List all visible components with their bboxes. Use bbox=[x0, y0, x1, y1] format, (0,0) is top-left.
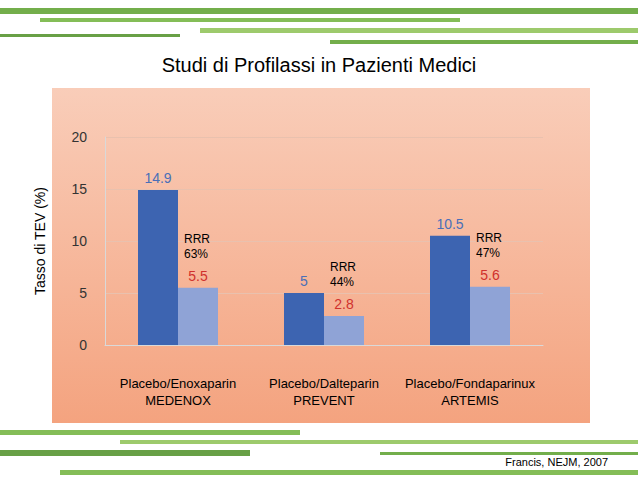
svg-text:RRR: RRR bbox=[184, 232, 210, 246]
svg-text:10: 10 bbox=[71, 233, 87, 249]
svg-text:20: 20 bbox=[71, 129, 87, 145]
svg-text:Francis, NEJM, 2007: Francis, NEJM, 2007 bbox=[505, 456, 608, 468]
svg-text:Tasso di TEV (%): Tasso di TEV (%) bbox=[32, 187, 48, 295]
svg-text:MEDENOX: MEDENOX bbox=[145, 393, 211, 408]
svg-text:Placebo/Enoxaparin: Placebo/Enoxaparin bbox=[120, 376, 236, 391]
svg-text:15: 15 bbox=[71, 181, 87, 197]
svg-text:5: 5 bbox=[79, 285, 87, 301]
svg-text:2.8: 2.8 bbox=[334, 296, 354, 312]
svg-text:14.9: 14.9 bbox=[144, 170, 171, 186]
svg-text:44%: 44% bbox=[330, 275, 354, 289]
svg-text:ARTEMIS: ARTEMIS bbox=[441, 393, 499, 408]
svg-text:RRR: RRR bbox=[476, 231, 502, 245]
svg-text:5.6: 5.6 bbox=[480, 267, 500, 283]
svg-text:5: 5 bbox=[300, 273, 308, 289]
svg-text:5.5: 5.5 bbox=[188, 268, 208, 284]
svg-text:0: 0 bbox=[79, 337, 87, 353]
svg-text:63%: 63% bbox=[184, 247, 208, 261]
svg-text:10.5: 10.5 bbox=[436, 216, 463, 232]
svg-text:PREVENT: PREVENT bbox=[293, 393, 354, 408]
svg-text:47%: 47% bbox=[476, 246, 500, 260]
svg-text:RRR: RRR bbox=[330, 260, 356, 274]
svg-text:Placebo/Fondaparinux: Placebo/Fondaparinux bbox=[405, 376, 536, 391]
svg-text:Placebo/Dalteparin: Placebo/Dalteparin bbox=[269, 376, 379, 391]
svg-text:Studi di Profilassi in Pazient: Studi di Profilassi in Pazienti Medici bbox=[162, 54, 477, 76]
